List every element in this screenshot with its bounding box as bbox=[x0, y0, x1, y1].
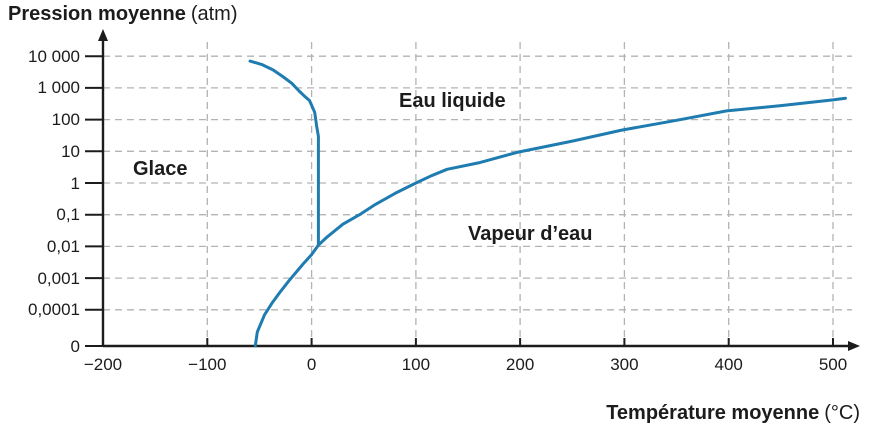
y-tick-label: 0,001 bbox=[37, 268, 80, 288]
y-axis-unit: (atm) bbox=[190, 3, 238, 25]
y-tick-label: 1 000 bbox=[37, 78, 80, 98]
y-tick-label: 0,01 bbox=[46, 236, 80, 256]
y-tick-label: 0,0001 bbox=[28, 300, 80, 320]
x-axis-title: Température moyenne (°C) bbox=[606, 402, 860, 425]
y-axis-arrow bbox=[98, 29, 108, 41]
y-tick-label: 10 000 bbox=[28, 46, 80, 66]
x-axis-title-text: Température moyenne bbox=[606, 402, 820, 424]
curve-sublimation-glace-vapeur bbox=[253, 243, 320, 348]
x-axis-arrow bbox=[848, 341, 860, 351]
y-tick-label: 100 bbox=[51, 110, 80, 130]
curve-fusion-glace-eau-liquide bbox=[248, 59, 320, 247]
y-tick-label: 10 bbox=[61, 141, 80, 161]
x-tick-label: 0 bbox=[306, 355, 317, 374]
x-tick-label: −100 bbox=[188, 355, 227, 374]
region-label-eau-liquide: Eau liquide bbox=[399, 90, 506, 112]
y-tick-label: 1 bbox=[70, 173, 80, 193]
x-tick-label: 500 bbox=[818, 355, 848, 374]
curve-vaporisation-eau-vapeur bbox=[316, 96, 847, 247]
y-axis-title-text: Pression moyenne bbox=[8, 3, 186, 25]
y-tick-label: 0,1 bbox=[56, 205, 80, 225]
x-tick-label: −200 bbox=[83, 355, 123, 374]
region-label-glace: Glace bbox=[133, 158, 188, 180]
x-tick-label: 100 bbox=[401, 355, 431, 374]
x-tick-label: 400 bbox=[714, 355, 743, 374]
x-axis-unit: (°C) bbox=[824, 402, 860, 424]
y-tick-label: 0 bbox=[70, 336, 80, 356]
x-tick-label: 300 bbox=[610, 355, 639, 374]
y-axis-title: Pression moyenne (atm) bbox=[8, 3, 238, 26]
region-label-vapeur-eau: Vapeur d’eau bbox=[468, 223, 593, 245]
x-tick-label: 200 bbox=[505, 355, 535, 374]
